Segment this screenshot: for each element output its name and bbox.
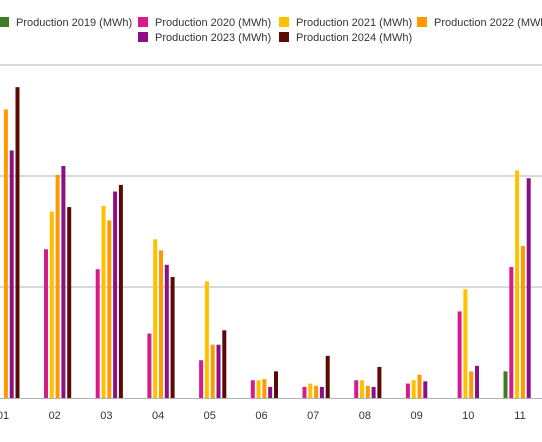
legend: Production 2019 (MWh) Production 2020 (MW… (0, 17, 542, 44)
legend-swatch (138, 32, 148, 42)
legend-item: Production 2021 (MWh) (279, 17, 412, 29)
x-tick-label: 09 (410, 410, 422, 422)
bar (365, 385, 370, 398)
bar (417, 374, 422, 398)
bar (159, 250, 163, 398)
bar (371, 386, 376, 398)
bar (262, 379, 267, 398)
bar (256, 380, 261, 398)
bar (61, 166, 66, 398)
bar (469, 371, 474, 398)
legend-label: Production 2019 (MWh) (16, 17, 132, 29)
bar (515, 170, 520, 398)
bar (314, 385, 319, 398)
bar (308, 383, 313, 398)
bar (118, 184, 123, 398)
x-tick-label: 04 (152, 410, 164, 422)
x-tick-label: 11 (514, 410, 525, 422)
legend-label: Production 2023 (MWh) (155, 32, 271, 44)
x-tick-label: 03 (100, 410, 112, 422)
bar (377, 366, 382, 398)
bars (3, 87, 531, 399)
bar (199, 360, 204, 398)
bar (319, 386, 324, 398)
x-tick-label: 05 (204, 410, 216, 422)
bar (210, 344, 215, 398)
legend-item: Production 2020 (MWh) (138, 17, 271, 29)
legend-label: Production 2020 (MWh) (155, 17, 271, 29)
bar (360, 380, 364, 398)
legend-item: Production 2023 (MWh) (138, 32, 271, 44)
bar (457, 311, 462, 398)
x-tick-label: 08 (359, 410, 371, 422)
bar (15, 87, 20, 398)
legend-swatch (138, 17, 148, 27)
bar (113, 191, 118, 398)
bar (9, 150, 14, 398)
bar (354, 380, 359, 398)
bar (164, 264, 169, 398)
x-tick-label: 02 (49, 410, 61, 422)
bar (526, 178, 531, 398)
bar (423, 381, 428, 398)
legend-swatch (279, 32, 289, 42)
bar (95, 269, 100, 398)
bar (268, 386, 273, 398)
x-tick-label: 01 (0, 410, 9, 422)
bar (101, 205, 106, 398)
x-tick-labels: 01 02 03 04 05 06 07 08 09 10 11 (0, 410, 526, 422)
bar (302, 386, 307, 398)
legend-label: Production 2021 (MWh) (296, 17, 412, 29)
bar (170, 277, 175, 398)
bar (250, 380, 255, 398)
bar (325, 355, 330, 398)
bar (147, 333, 152, 398)
legend-swatch (417, 17, 427, 27)
bar (463, 289, 468, 398)
legend-item: Production 2019 (MWh) (0, 17, 132, 29)
legend-label: Production 2022 (MWh) (434, 17, 542, 29)
bar (153, 239, 158, 398)
bar (520, 245, 525, 398)
legend-swatch (0, 17, 9, 27)
bar (204, 281, 209, 398)
bar (107, 220, 112, 398)
bar (49, 211, 54, 398)
x-tick-label: 10 (462, 410, 474, 422)
bar (216, 344, 221, 398)
bar (411, 380, 416, 398)
bar (503, 371, 508, 398)
bar (55, 174, 60, 398)
bar (222, 330, 227, 398)
bar (475, 365, 479, 398)
x-tick-label: 06 (255, 410, 267, 422)
bar (67, 207, 72, 398)
x-tick-label: 07 (307, 410, 319, 422)
bar (274, 371, 278, 398)
legend-swatch (279, 17, 289, 27)
bar (405, 383, 410, 398)
legend-item: Production 2024 (MWh) (279, 32, 412, 44)
legend-label: Production 2024 (MWh) (296, 32, 412, 44)
bar (509, 267, 514, 398)
bar (44, 249, 48, 398)
bar (3, 109, 8, 399)
gridlines (0, 64, 542, 399)
legend-item: Production 2022 (MWh) (417, 17, 542, 29)
